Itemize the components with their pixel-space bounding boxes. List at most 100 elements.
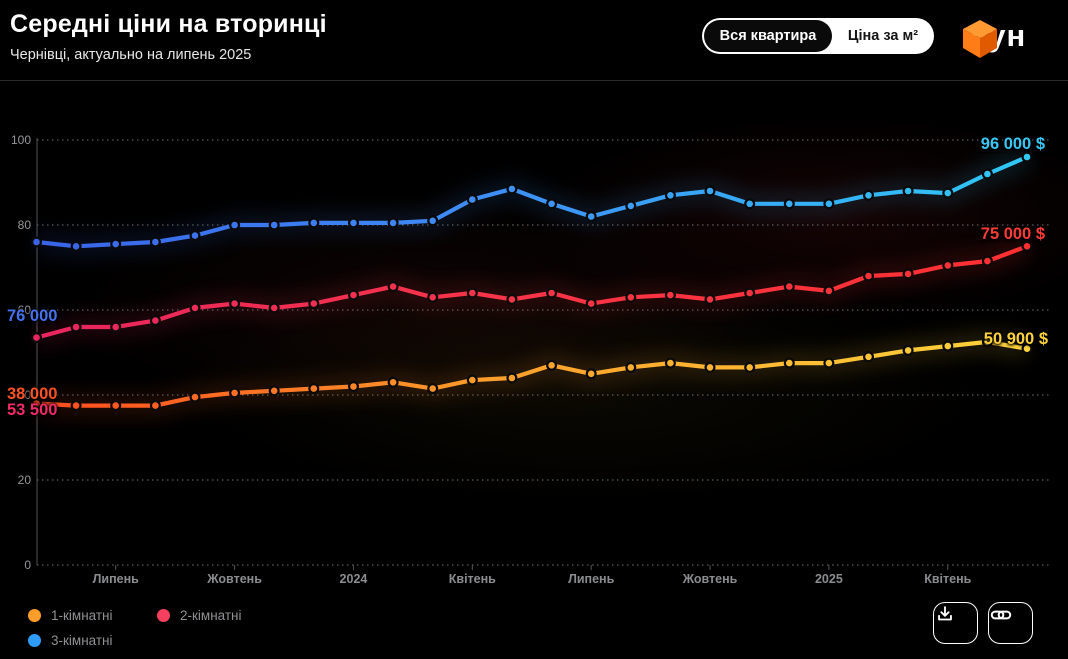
data-point[interactable] [466,374,478,386]
data-point[interactable] [189,302,201,314]
data-point[interactable] [546,287,558,299]
data-point[interactable] [149,315,161,327]
x-tick-label: 2024 [340,572,368,586]
data-point[interactable] [427,215,439,227]
data-point[interactable] [348,217,360,229]
data-point[interactable] [664,357,676,369]
copy-link-button[interactable] [988,602,1033,644]
data-point[interactable] [585,298,597,310]
legend-label: 1-кімнатні [51,607,113,623]
data-point[interactable] [189,391,201,403]
data-point[interactable] [149,236,161,248]
data-point[interactable] [981,255,993,267]
data-point[interactable] [427,291,439,303]
data-point[interactable] [229,387,241,399]
data-point[interactable] [625,200,637,212]
toggle-option-per-m2[interactable]: Ціна за м² [847,28,919,44]
data-point[interactable] [308,217,320,229]
x-tick-label: Липень [568,572,615,586]
data-point[interactable] [149,400,161,412]
toggle-option-whole-flat[interactable]: Вся квартира [704,20,832,52]
line-chart-canvas: 0 20 40 60 80 100 Липень Жовтень 2024 Квітень Липе… [11,133,1052,586]
legend-item-3room[interactable]: 3-кімнатні [28,632,113,648]
data-point[interactable] [466,193,478,205]
data-point[interactable] [387,281,399,293]
lun-logo[interactable]: лун [960,16,1026,58]
data-point[interactable] [981,336,993,348]
data-point[interactable] [704,293,716,305]
data-point[interactable] [1021,343,1033,355]
data-point[interactable] [902,185,914,197]
download-button[interactable] [933,602,978,644]
data-point[interactable] [942,340,954,352]
data-point[interactable] [308,383,320,395]
data-point[interactable] [981,168,993,180]
data-point[interactable] [744,198,756,210]
data-point[interactable] [427,383,439,395]
series-end-label-2room: 75 000 $ [980,225,1045,243]
data-point[interactable] [744,287,756,299]
data-point[interactable] [942,259,954,271]
data-point[interactable] [783,281,795,293]
data-point[interactable] [823,285,835,297]
x-tick-label: Квітень [924,572,971,586]
data-point[interactable] [704,185,716,197]
data-point[interactable] [704,361,716,373]
data-point[interactable] [625,361,637,373]
data-point[interactable] [783,198,795,210]
data-point[interactable] [308,298,320,310]
data-point[interactable] [823,357,835,369]
data-point[interactable] [70,240,82,252]
y-tick-label: 60 [18,303,32,317]
data-point[interactable] [664,289,676,301]
data-point[interactable] [110,238,122,250]
data-point[interactable] [30,398,42,410]
data-point[interactable] [387,376,399,388]
data-point[interactable] [862,189,874,201]
legend-label: 2-кімнатні [180,607,242,623]
data-point[interactable] [506,293,518,305]
series-line-1-кімнатні [34,339,1030,408]
data-point[interactable] [506,372,518,384]
data-point[interactable] [1021,240,1033,252]
data-point[interactable] [466,287,478,299]
data-point[interactable] [546,359,558,371]
data-point[interactable] [110,321,122,333]
data-point[interactable] [387,217,399,229]
data-point[interactable] [506,183,518,195]
data-point[interactable] [348,289,360,301]
data-point[interactable] [862,270,874,282]
legend-item-1room[interactable]: 1-кімнатні [28,607,113,623]
series-glow [35,145,1032,259]
data-point[interactable] [783,357,795,369]
data-point[interactable] [942,187,954,199]
data-point[interactable] [1021,151,1033,163]
y-tick-label: 100 [11,133,31,147]
data-point[interactable] [268,302,280,314]
data-point[interactable] [585,368,597,380]
data-point[interactable] [189,230,201,242]
data-point[interactable] [30,332,42,344]
data-point[interactable] [348,381,360,393]
data-point[interactable] [268,219,280,231]
data-point[interactable] [664,189,676,201]
data-point[interactable] [70,321,82,333]
data-point[interactable] [823,198,835,210]
series-start-label-2room: 53 500 [7,401,58,419]
legend-item-2room[interactable]: 2-кімнатні [157,607,242,623]
price-mode-toggle: Вся квартира Ціна за м² [702,18,934,54]
data-point[interactable] [229,298,241,310]
data-point[interactable] [625,291,637,303]
data-point[interactable] [744,361,756,373]
data-point[interactable] [110,400,122,412]
y-tick-label: 40 [18,388,32,402]
data-point[interactable] [30,236,42,248]
data-point[interactable] [585,210,597,222]
data-point[interactable] [862,351,874,363]
data-point[interactable] [229,219,241,231]
data-point[interactable] [902,344,914,356]
data-point[interactable] [268,385,280,397]
data-point[interactable] [70,400,82,412]
data-point[interactable] [902,268,914,280]
data-point[interactable] [546,198,558,210]
